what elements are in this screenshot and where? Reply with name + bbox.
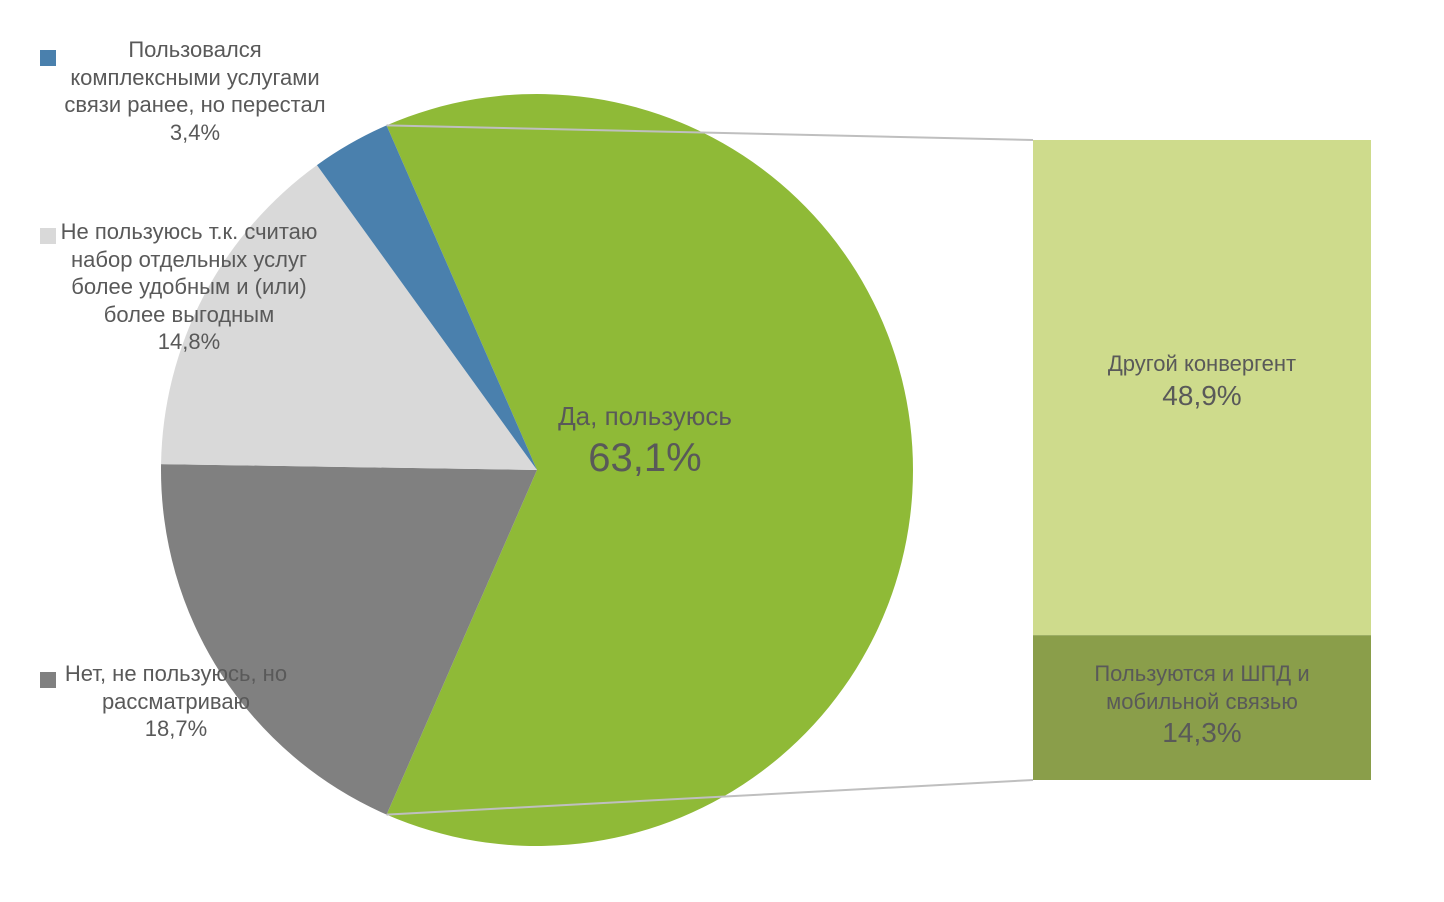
bar-label-other: Другой конвергент 48,9% [1038,350,1366,413]
slice-label-no-sep: Не пользуюсь т.к. считаю набор отдельных… [44,218,334,356]
slice-label-main: Да, пользуюсь 63,1% [510,400,780,483]
slice-value-no-but: 18,7% [36,715,316,743]
slice-value-main: 63,1% [510,433,780,483]
slice-label-past: Пользовался комплексными услугами связи … [60,36,330,146]
slice-value-past: 3,4% [60,119,330,147]
slice-value-no-sep: 14,8% [44,328,334,356]
legend-marker-past [40,50,56,66]
slice-label-no-but: Нет, не пользуюсь, но рассматриваю 18,7% [36,660,316,743]
bar-label-both: Пользуются и ШПД и мобильной связью 14,3… [1038,660,1366,750]
bar-value-other: 48,9% [1038,378,1366,413]
bar-value-both: 14,3% [1038,715,1366,750]
